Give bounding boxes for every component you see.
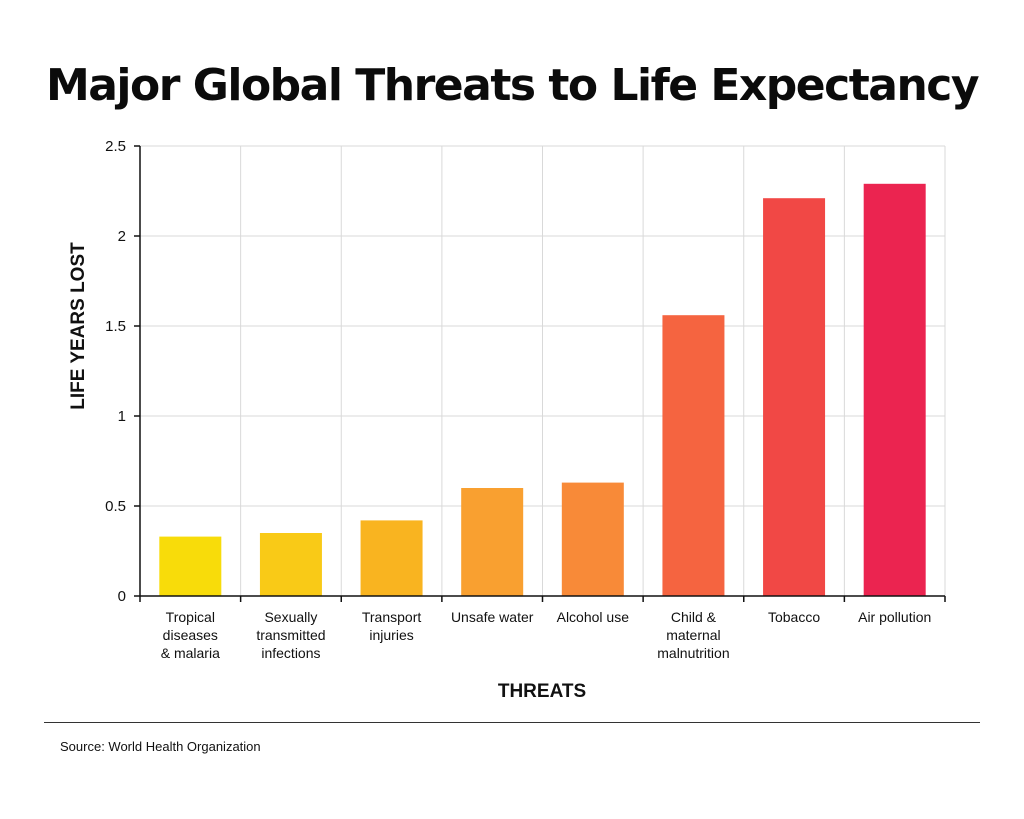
bar-3	[360, 520, 423, 596]
y-tick-label: 0	[118, 588, 126, 605]
x-tick-label-line: Child &	[671, 609, 717, 625]
y-tick-label: 1	[118, 408, 126, 425]
x-tick-label-line: diseases	[163, 627, 218, 643]
x-tick-label-line: Air pollution	[858, 609, 931, 625]
y-tick-label: 1.5	[105, 318, 126, 335]
bar-6	[662, 315, 725, 596]
x-tick-label: Transport injuries	[362, 609, 422, 643]
bar-7	[763, 198, 826, 596]
x-tick-label-line: Alcohol use	[557, 609, 630, 625]
bar-1	[159, 536, 222, 596]
x-tick-label-line: Sexually	[264, 609, 317, 625]
x-tick-label-line: maternal	[666, 627, 720, 643]
x-tick-label-line: infections	[261, 645, 320, 661]
x-tick-label-line: malnutrition	[657, 645, 729, 661]
x-tick-label-line: injuries	[369, 627, 413, 643]
footer-divider	[44, 722, 980, 723]
x-axis-title: THREATS	[498, 681, 586, 702]
x-tick-label-line: transmitted	[256, 627, 325, 643]
x-tick-label-line: Unsafe water	[451, 609, 534, 625]
x-tick-label: Tropical diseases & malaria	[161, 609, 220, 661]
y-tick-label: 2	[118, 228, 126, 245]
x-tick-label: Sexually transmitted infections	[256, 609, 325, 661]
x-tick-label: Tobacco	[768, 609, 820, 625]
bar-chart: 0 0.5 1 1.5 2 2.5 Tropical diseases & malaria Sex…	[68, 138, 946, 702]
bar-5	[561, 482, 624, 596]
x-tick-label: Child & maternal malnutrition	[657, 609, 729, 661]
bar-8	[863, 183, 926, 597]
y-tick-label: 0.5	[105, 498, 126, 515]
x-tick-label: Unsafe water	[451, 609, 534, 625]
x-tick-label-line: & malaria	[161, 645, 220, 661]
x-tick-label-line: Tobacco	[768, 609, 820, 625]
chart-title: Major Global Threats to Life Expectancy	[45, 60, 980, 111]
y-tick-label: 2.5	[105, 138, 126, 155]
bar-4	[461, 488, 524, 596]
x-tick-label: Air pollution	[858, 609, 931, 625]
y-axis-title: LIFE YEARS LOST	[68, 242, 89, 410]
source-note: Source: World Health Organization	[60, 739, 261, 754]
x-tick-label-line: Tropical	[166, 609, 215, 625]
bar-2	[259, 533, 322, 596]
x-tick-label-line: Transport	[362, 609, 422, 625]
x-tick-label: Alcohol use	[557, 609, 630, 625]
